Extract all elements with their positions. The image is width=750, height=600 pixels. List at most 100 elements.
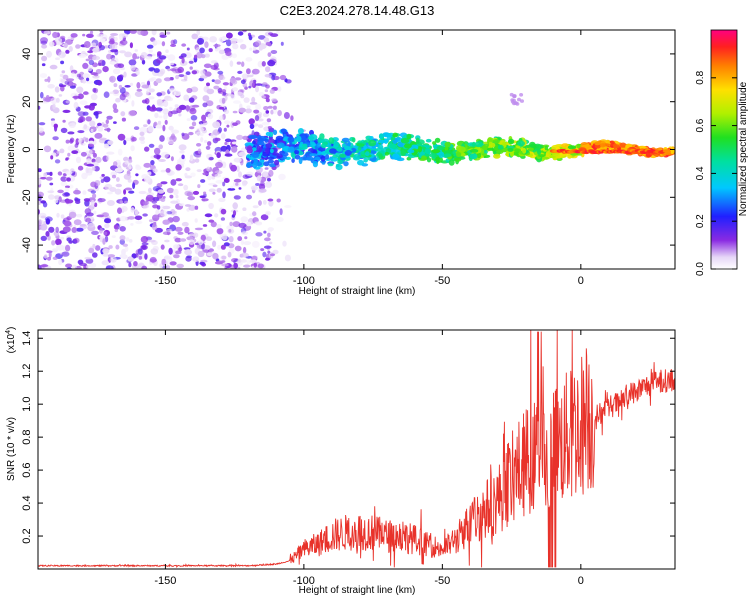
spectrogram-cell xyxy=(163,113,168,120)
spectrogram-cell xyxy=(119,235,126,241)
spectrogram-cell xyxy=(406,156,412,161)
spectrogram-cell xyxy=(265,257,270,261)
spectrogram-cell xyxy=(496,149,504,154)
spectrogram-cell xyxy=(82,62,89,69)
spectrogram-cell xyxy=(107,254,116,258)
spectrogram-cell xyxy=(567,154,573,159)
spectrogram-cell xyxy=(270,109,274,115)
spectrogram-cell xyxy=(162,219,170,225)
spectrogram-cell xyxy=(240,239,244,246)
spectrogram-cell xyxy=(141,59,146,65)
spectrogram-cell xyxy=(56,212,60,218)
spectrogram-cell xyxy=(56,244,65,251)
spectrogram-cell xyxy=(151,223,158,231)
spectrogram-cell xyxy=(343,146,351,150)
spectrogram-cell xyxy=(436,145,445,150)
spectrogram-cell xyxy=(82,190,87,195)
spectrogram-cell xyxy=(233,157,242,163)
spectrogram-cell xyxy=(231,146,238,153)
spectrogram-cell xyxy=(267,59,276,67)
spectrogram-cell xyxy=(208,219,215,223)
spectrogram-cell xyxy=(192,190,200,195)
spectrogram-cell xyxy=(183,184,189,191)
spectrogram-cell xyxy=(103,176,111,183)
spectrogram-cell xyxy=(238,107,246,113)
spectrogram-cell xyxy=(493,153,501,159)
spectrogram-cell xyxy=(54,159,61,164)
spectrogram-cell xyxy=(184,52,192,59)
spectrogram-cell xyxy=(103,91,110,98)
colorbar-tick-label: 0.8 xyxy=(695,70,706,84)
spectrogram-cell xyxy=(47,76,51,83)
spectrogram-cell xyxy=(56,150,61,154)
spectrogram-cell xyxy=(128,190,135,194)
spectrogram-cell xyxy=(102,66,109,73)
spectrogram-cell xyxy=(219,233,224,240)
y-tick-label: 1.2 xyxy=(21,364,33,379)
spectrogram-cell xyxy=(200,69,206,76)
spectrogram-cell xyxy=(106,200,115,206)
spectrogram-cell xyxy=(339,153,347,158)
spectrogram-cell xyxy=(492,139,500,144)
spectrogram-cell xyxy=(133,126,140,130)
spectrogram-cell xyxy=(246,74,254,78)
spectrogram-cell xyxy=(148,49,153,53)
spectrogram-cell xyxy=(240,259,247,263)
spectrogram-cell xyxy=(216,224,222,229)
spectrogram-cell xyxy=(256,145,263,153)
spectrogram-cell xyxy=(175,164,182,171)
spectrogram-cell xyxy=(82,79,87,84)
spectrogram-cell xyxy=(163,100,169,107)
spectrogram-cell xyxy=(130,223,134,226)
spectrogram-cell xyxy=(482,153,487,157)
spectrogram-cell xyxy=(138,190,147,195)
spectrogram-cell xyxy=(156,92,163,97)
spectrogram-cell xyxy=(40,40,48,45)
spectrogram-cell xyxy=(121,117,126,122)
spectrogram-cell xyxy=(260,248,265,252)
spectrogram-cell xyxy=(232,221,241,228)
spectrogram-cell xyxy=(228,229,232,233)
spectrogram-cell xyxy=(325,154,330,160)
spectrogram-cell xyxy=(80,142,86,146)
spectrogram-cell xyxy=(276,142,285,148)
spectrogram-cell xyxy=(96,80,103,86)
spectrogram-cell xyxy=(265,181,272,188)
spectrogram-cell xyxy=(73,237,80,244)
spectrogram-cell xyxy=(157,120,162,126)
spectrogram-cell xyxy=(191,121,197,127)
spectrogram-cell xyxy=(236,38,244,43)
snr-panel: -150 -100 -50 0 0.2 0.4 0.6 0.8 1.0 1.2 1.4 Heigh… xyxy=(5,327,676,596)
spectrogram-cell xyxy=(115,159,121,163)
spectrogram-cell xyxy=(47,84,55,89)
spectrogram-cell xyxy=(124,245,129,252)
spectrogram-cell xyxy=(262,82,268,86)
spectrogram-cell xyxy=(222,191,226,199)
spectrogram-cell xyxy=(241,181,247,187)
spectrogram-cell xyxy=(544,145,549,151)
spectrogram-cell xyxy=(224,138,232,143)
spectrogram-cell xyxy=(59,148,65,154)
spectrogram-cell xyxy=(97,122,102,127)
spectrogram-cell xyxy=(232,122,238,126)
spectrogram-cell xyxy=(194,54,198,59)
spectrogram-cell xyxy=(65,198,70,205)
spectrogram-cell xyxy=(178,144,187,151)
spectrogram-cell xyxy=(261,121,270,126)
spectrogram-cell xyxy=(252,205,259,209)
spectrogram-cell xyxy=(268,199,274,207)
spectrogram-cell xyxy=(218,197,226,203)
spectrogram-cell xyxy=(363,144,367,150)
spectrogram-cell xyxy=(152,204,159,209)
spectrogram-cell xyxy=(276,217,284,222)
spectrogram-cell xyxy=(269,241,273,245)
spectrogram-cell xyxy=(262,171,269,178)
spectrogram-cell xyxy=(123,173,132,180)
spectrogram-cell xyxy=(124,85,131,88)
spectrogram-cell xyxy=(409,149,415,153)
spectrogram-cell xyxy=(209,36,218,43)
spectrogram-cell xyxy=(255,183,260,186)
spectrogram-cell xyxy=(135,68,140,76)
spectrogram-cell xyxy=(208,202,214,210)
spectrogram-cell xyxy=(179,238,187,242)
